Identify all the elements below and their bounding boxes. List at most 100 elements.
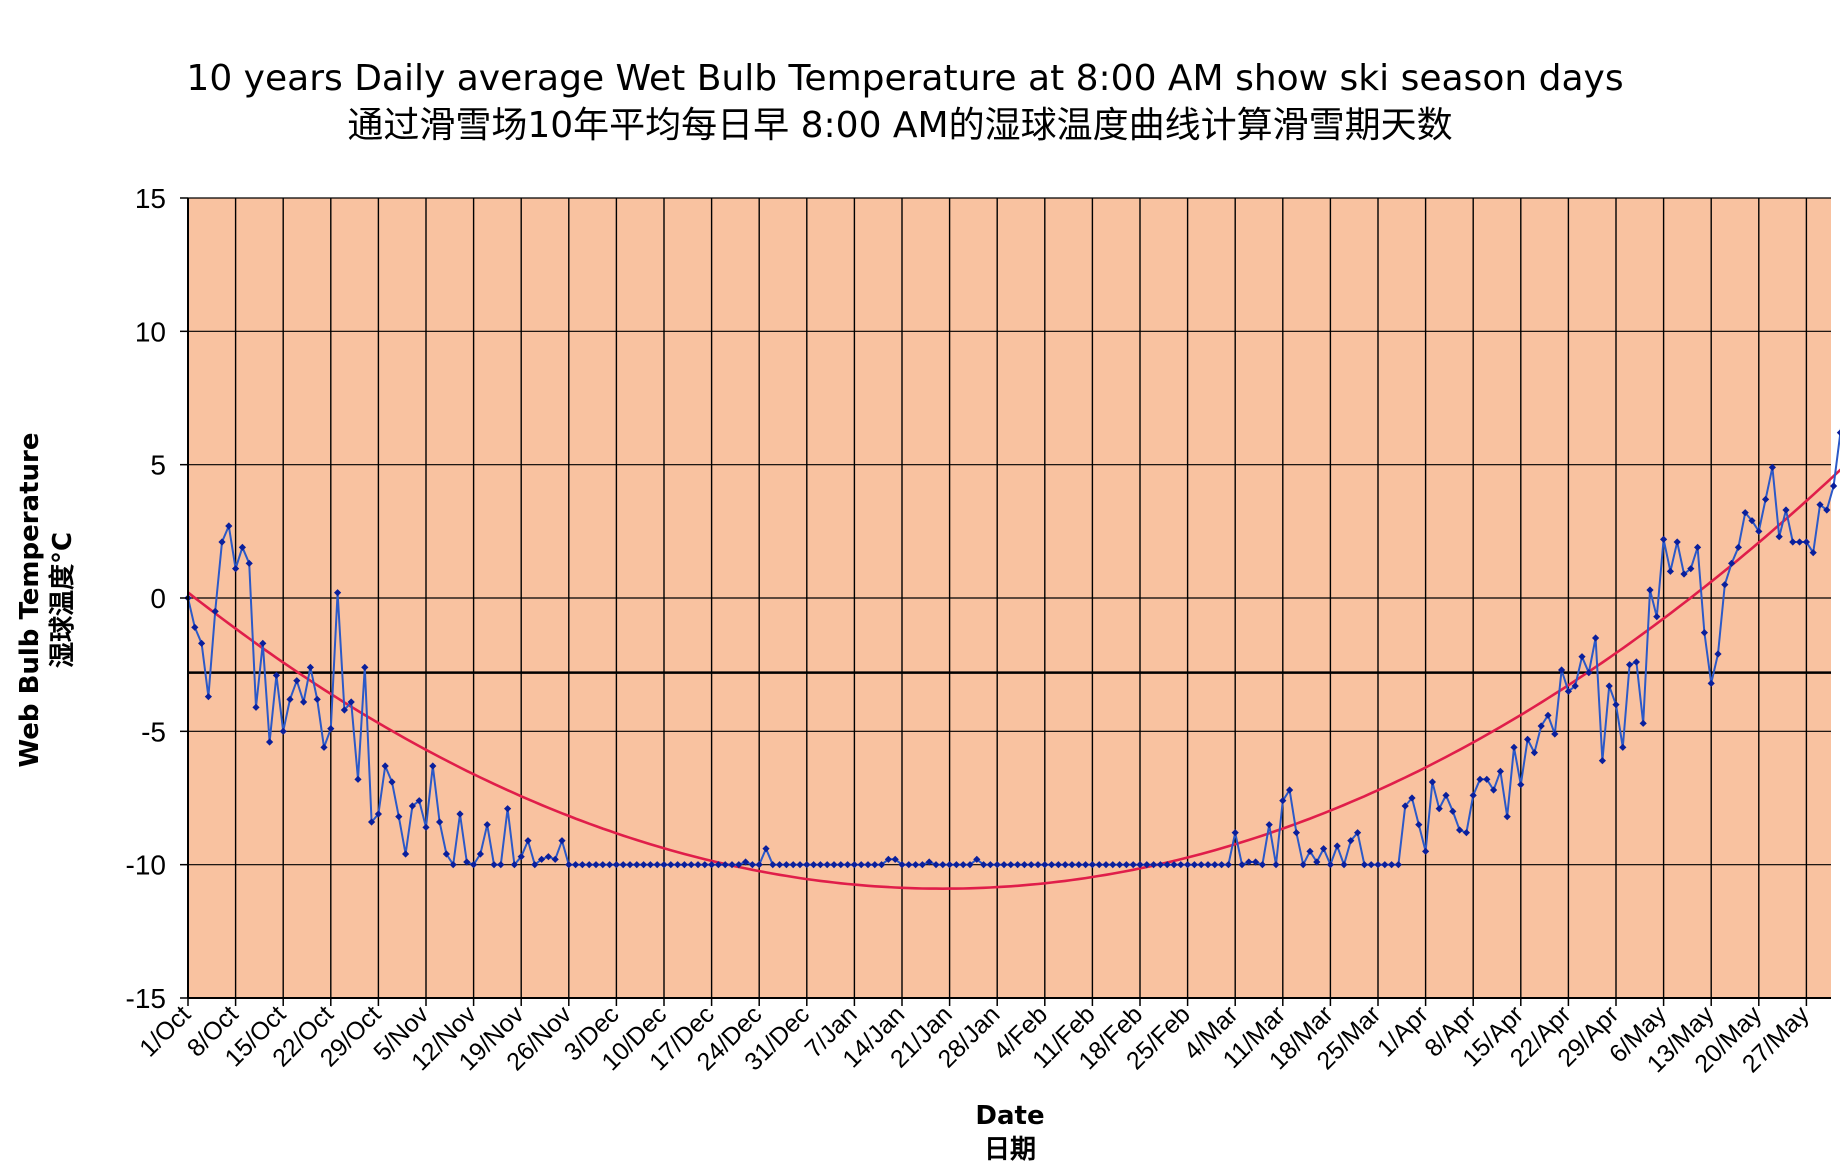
data-point: [1646, 586, 1654, 594]
data-point: [1224, 861, 1232, 869]
data-point: [272, 671, 280, 679]
data-point: [1184, 861, 1192, 869]
data-point: [748, 861, 756, 869]
data-point: [1721, 581, 1729, 589]
data-point: [599, 861, 607, 869]
data-point: [850, 861, 858, 869]
data-point: [667, 861, 675, 869]
data-point: [1802, 538, 1810, 546]
data-point: [1197, 861, 1205, 869]
data-point: [1564, 687, 1572, 695]
data-point: [517, 853, 525, 861]
data-point: [1442, 791, 1450, 799]
data-point: [1823, 506, 1831, 514]
data-point: [660, 861, 668, 869]
data-point: [191, 623, 199, 631]
data-point: [320, 743, 328, 751]
data-point: [497, 861, 505, 869]
data-point: [1109, 861, 1117, 869]
data-point: [1476, 775, 1484, 783]
data-point: [844, 861, 852, 869]
data-point: [871, 861, 879, 869]
data-point: [592, 861, 600, 869]
data-point: [476, 850, 484, 858]
data-point: [279, 727, 287, 735]
data-point: [1122, 861, 1130, 869]
data-point: [633, 861, 641, 869]
data-point: [646, 861, 654, 869]
data-point: [266, 738, 274, 746]
data-point: [1061, 861, 1069, 869]
data-point: [1177, 861, 1185, 869]
data-point: [300, 698, 308, 706]
data-point: [1483, 775, 1491, 783]
data-point: [1728, 559, 1736, 567]
data-point: [714, 861, 722, 869]
data-point: [395, 813, 403, 821]
data-point: [1014, 861, 1022, 869]
data-point: [1836, 429, 1840, 436]
data-point: [1748, 517, 1756, 525]
y-axis-title-cn: 湿球温度°C: [47, 532, 78, 668]
data-point: [259, 639, 267, 647]
data-point: [1653, 613, 1661, 621]
data-point: [857, 861, 865, 869]
data-point: [1245, 858, 1253, 866]
data-point: [959, 861, 967, 869]
data-point: [232, 565, 240, 573]
data-point: [776, 861, 784, 869]
data-point: [1286, 786, 1294, 794]
data-point: [334, 589, 342, 597]
data-point: [878, 861, 886, 869]
data-point: [1612, 701, 1620, 709]
data-point: [1075, 861, 1083, 869]
data-point: [1551, 730, 1559, 738]
y-tick-label: 10: [135, 316, 166, 347]
data-point: [1503, 813, 1511, 821]
data-point: [1762, 495, 1770, 503]
data-point: [1632, 658, 1640, 666]
data-point: [1388, 861, 1396, 869]
data-point: [1544, 711, 1552, 719]
y-tick-label: 15: [135, 183, 166, 214]
data-point: [340, 706, 348, 714]
data-point: [1558, 666, 1566, 674]
data-point: [986, 861, 994, 869]
y-tick-label: 0: [150, 583, 166, 614]
data-point: [408, 802, 416, 810]
data-point: [973, 855, 981, 863]
data-point: [402, 850, 410, 858]
data-point: [388, 778, 396, 786]
data-point: [1306, 847, 1314, 855]
data-point: [1143, 861, 1151, 869]
data-point: [1082, 861, 1090, 869]
data-point: [1340, 861, 1348, 869]
data-point: [238, 543, 246, 551]
data-point: [1673, 538, 1681, 546]
data-point: [687, 861, 695, 869]
trend-curve: [187, 468, 1840, 891]
data-point: [966, 861, 974, 869]
data-point: [1490, 786, 1498, 794]
data-point: [1326, 861, 1334, 869]
data-point: [1347, 837, 1355, 845]
data-point: [1666, 567, 1674, 575]
x-axis-title: Date: [975, 1101, 1044, 1131]
data-point: [680, 861, 688, 869]
data-point: [823, 861, 831, 869]
data-point: [415, 797, 423, 805]
data-point: [653, 861, 661, 869]
data-point: [585, 861, 593, 869]
data-point: [1530, 749, 1538, 757]
data-point: [1619, 743, 1627, 751]
data-point: [918, 861, 926, 869]
data-point: [1292, 829, 1300, 837]
data-point: [674, 861, 682, 869]
data-point: [1714, 650, 1722, 658]
data-point: [313, 695, 321, 703]
data-point: [1755, 527, 1763, 535]
data-point: [864, 861, 872, 869]
data-point: [327, 725, 335, 733]
data-point: [531, 861, 539, 869]
data-point: [1571, 682, 1579, 690]
